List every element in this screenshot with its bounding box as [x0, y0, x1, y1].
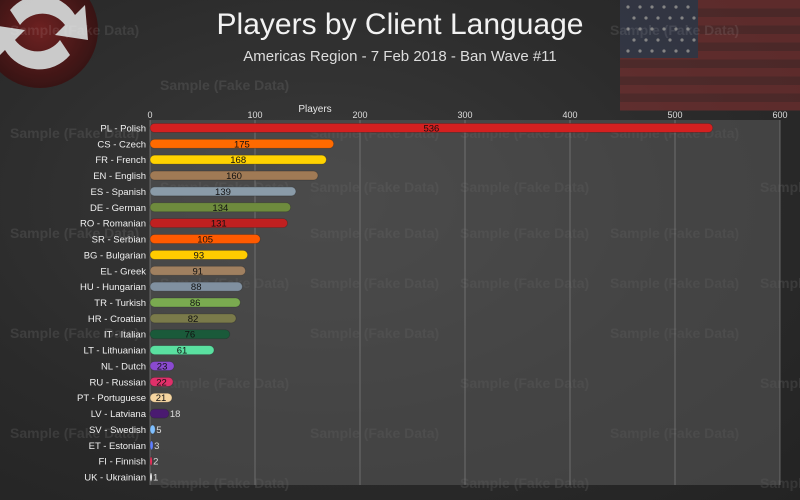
category-label: ES - Spanish	[91, 187, 146, 198]
data-label: 21	[156, 393, 167, 404]
data-label: 536	[423, 123, 439, 134]
category-label: HR - Croatian	[88, 314, 146, 325]
x-tick-label: 500	[667, 110, 682, 120]
data-label: 82	[188, 314, 199, 325]
watermark-text: Sample (Fake Data)	[610, 22, 739, 38]
x-tick-label: 600	[772, 110, 787, 120]
category-label: HU - Hungarian	[80, 282, 146, 293]
category-label: BG - Bulgarian	[84, 250, 146, 261]
data-label: 86	[190, 298, 201, 309]
category-label: LV - Latviana	[91, 409, 147, 420]
bar	[149, 424, 156, 435]
data-label: 22	[156, 377, 167, 388]
data-label: 131	[211, 219, 227, 230]
data-label: 76	[185, 330, 196, 341]
bar	[149, 234, 261, 244]
x-tick-label: 100	[247, 110, 262, 120]
x-tick-label: 400	[562, 110, 577, 120]
watermark-text: Sample (Fake Data)	[10, 425, 139, 441]
chart-subtitle: Americas Region - 7 Feb 2018 - Ban Wave …	[243, 48, 557, 65]
data-label: 91	[192, 266, 203, 277]
data-label: 3	[154, 441, 159, 452]
watermark-text: Sample (Fake Data)	[10, 125, 139, 141]
category-label: RU - Russian	[90, 377, 147, 388]
bar	[149, 392, 173, 403]
bar	[149, 376, 174, 387]
category-label: NL - Dutch	[101, 361, 146, 372]
data-label: 93	[194, 250, 205, 261]
data-label: 168	[230, 155, 246, 166]
watermark-text: Sample (Fake Data)	[10, 325, 139, 341]
x-axis-label: Players	[298, 104, 331, 115]
bar	[149, 154, 327, 165]
category-label: ET - Estonian	[89, 441, 146, 452]
bar	[149, 202, 292, 213]
bar	[149, 472, 153, 482]
bar	[149, 456, 153, 467]
data-label: 18	[170, 409, 181, 420]
bar	[149, 297, 241, 308]
data-label: 160	[226, 171, 242, 182]
data-label: 88	[191, 282, 202, 293]
category-label: SV - Swedish	[89, 425, 146, 436]
category-label: RO - Romanian	[80, 219, 146, 230]
data-label: 5	[156, 425, 161, 436]
bar	[149, 329, 231, 340]
category-label: EN - English	[93, 171, 146, 182]
bar	[149, 281, 243, 292]
bar	[149, 361, 175, 371]
chart-title: Players by Client Language	[216, 8, 584, 41]
data-label: 175	[234, 139, 250, 150]
data-label: 134	[212, 203, 228, 214]
bar	[149, 440, 154, 451]
data-label: 23	[157, 361, 168, 372]
data-label: 2	[153, 457, 158, 468]
category-label: TR - Turkish	[94, 298, 146, 309]
data-label: 1	[153, 473, 158, 484]
category-label: CS - Czech	[97, 139, 146, 150]
x-tick-label: 200	[352, 110, 367, 120]
x-tick-label: 300	[457, 110, 472, 120]
bar	[149, 313, 237, 324]
data-label: 139	[215, 187, 231, 198]
watermark-text: Sample (Fake Data)	[160, 77, 289, 93]
bar	[149, 218, 288, 229]
bar	[149, 170, 319, 181]
data-label: 105	[197, 235, 213, 246]
category-label: EL - Greek	[100, 266, 146, 277]
category-label: SR - Serbian	[92, 235, 146, 246]
category-label: DE - German	[90, 203, 146, 214]
category-label: IT - Italian	[104, 330, 146, 341]
category-label: LT - Lithuanian	[84, 346, 147, 357]
bar	[149, 138, 335, 149]
bar	[149, 249, 249, 260]
category-label: UK - Ukrainian	[84, 473, 146, 484]
watermark-text: Sample (Fake Data)	[10, 22, 139, 38]
category-label: PT - Portuguese	[77, 393, 146, 404]
bar	[149, 408, 170, 419]
category-label: FI - Finnish	[98, 457, 146, 468]
us-flag-icon	[620, 0, 800, 111]
bar	[149, 123, 714, 133]
category-label: FR - French	[95, 155, 146, 166]
category-label: PL - Polish	[100, 123, 146, 134]
data-label: 61	[177, 346, 188, 357]
x-tick-label: 0	[147, 110, 152, 120]
bar	[149, 186, 297, 197]
bar	[149, 265, 246, 276]
watermark-text: Sample (Fake Data)	[10, 225, 139, 241]
logo-icon	[0, 0, 98, 88]
bar	[149, 345, 215, 356]
